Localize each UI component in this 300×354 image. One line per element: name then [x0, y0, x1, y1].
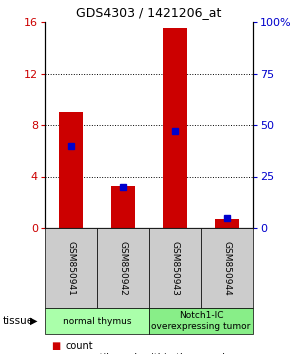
Text: ■: ■: [51, 341, 60, 351]
Text: GSM850942: GSM850942: [118, 241, 127, 295]
Title: GDS4303 / 1421206_at: GDS4303 / 1421206_at: [76, 6, 222, 19]
Text: GSM850941: GSM850941: [67, 241, 76, 296]
Bar: [163, 28, 187, 228]
Text: percentile rank within the sample: percentile rank within the sample: [66, 353, 231, 354]
Bar: [59, 112, 83, 228]
Text: Notch1-IC
overexpressing tumor: Notch1-IC overexpressing tumor: [151, 311, 251, 331]
Text: tissue: tissue: [3, 316, 34, 326]
Bar: [111, 185, 135, 228]
Text: count: count: [66, 341, 94, 351]
Text: normal thymus: normal thymus: [63, 316, 131, 325]
Text: GSM850943: GSM850943: [170, 241, 179, 296]
Text: ■: ■: [51, 353, 60, 354]
Text: GSM850944: GSM850944: [223, 241, 232, 295]
Text: ▶: ▶: [30, 316, 38, 326]
Bar: [215, 219, 239, 228]
